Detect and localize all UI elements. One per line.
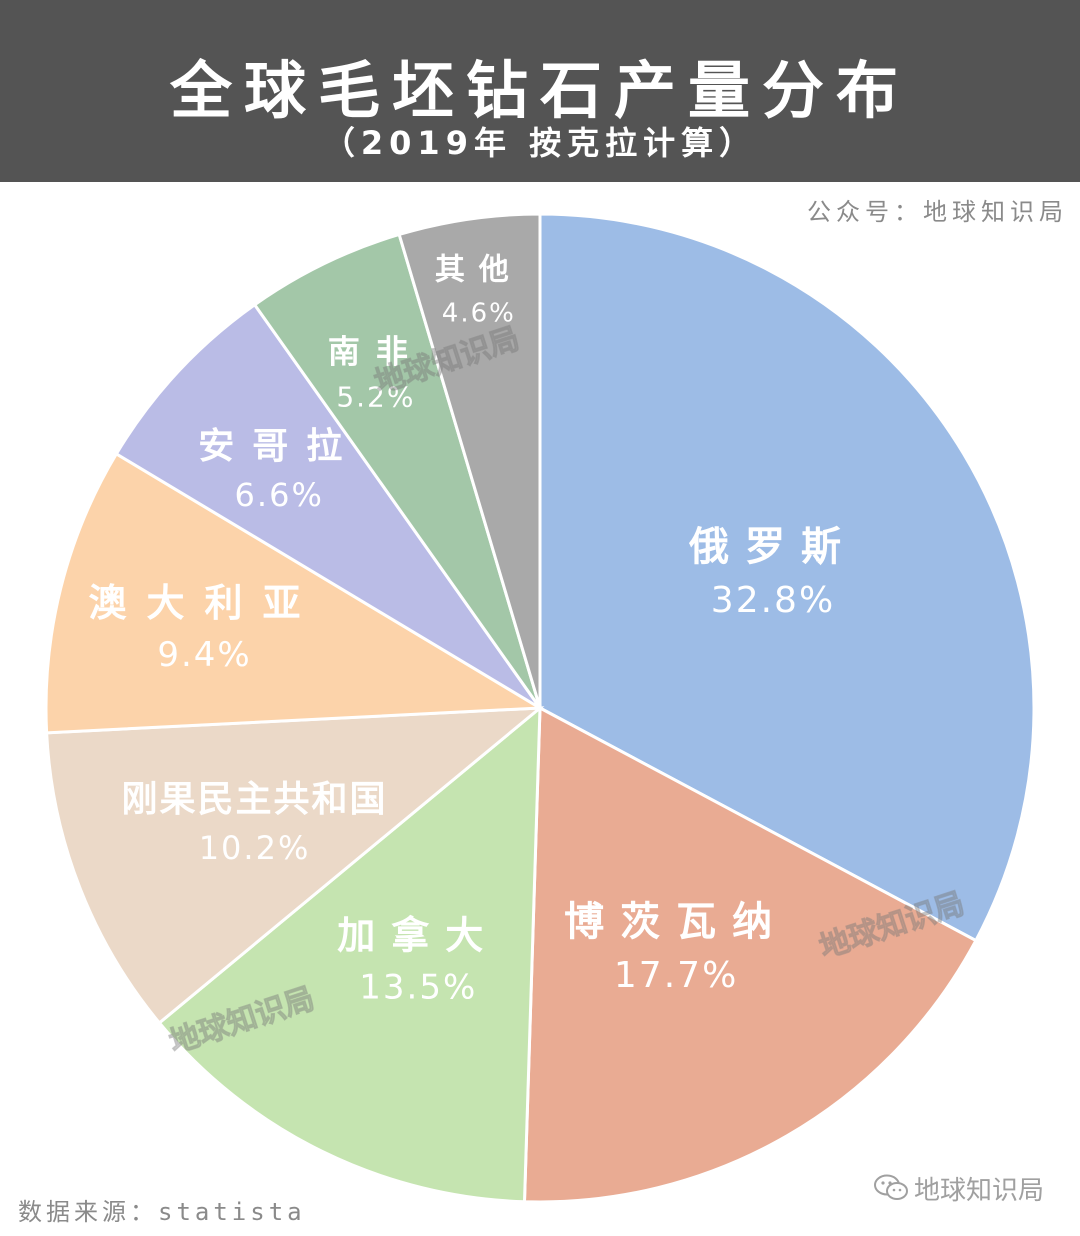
slice-name-label: 澳大利亚 (89, 581, 321, 625)
slice-name-label: 其他 (435, 253, 523, 288)
slice-name-label: 博茨瓦纳 (564, 899, 788, 945)
pie-slice-4 (45, 706, 545, 1026)
slice-name-label: 刚果民主共和国 (122, 779, 388, 820)
brand-text: 地球知识局 (913, 1175, 1044, 1206)
brand-watermark: 地球知识局 (873, 1170, 1044, 1206)
slice-value-label: 5.2% (336, 380, 415, 413)
wechat-icon (873, 1174, 908, 1200)
pie-slice-1 (538, 212, 1036, 943)
pie-slice-7 (252, 232, 542, 709)
account-label: 公众号：地球知识局 (807, 198, 1068, 226)
pie-slice-8 (397, 212, 542, 709)
slice-value-label: 9.4% (157, 635, 251, 675)
slice-name-label: 加拿大 (337, 913, 499, 957)
slice-name-label: 俄罗斯 (688, 524, 857, 570)
chart-title: 全球毛坯钻石产量分布 (169, 54, 910, 127)
source-label: 数据来源：statista (18, 1198, 306, 1226)
slice-value-label: 17.7% (614, 955, 738, 996)
slice-value-label: 6.6% (235, 476, 324, 514)
title-banner: 全球毛坯钻石产量分布 （2019年 按克拉计算） (0, 0, 1080, 182)
slice-value-label: 10.2% (199, 829, 311, 867)
slice-value-label: 32.8% (711, 580, 835, 621)
pie-labels: 俄罗斯 32.8% 博茨瓦纳 17.7% 加拿大 13.5% 刚果民主共和国 10.2% 澳大利… (89, 253, 857, 1008)
pie-slice-6 (114, 302, 542, 710)
slice-name-label: 安哥拉 (198, 426, 360, 467)
chart-subtitle: （2019年 按克拉计算） (322, 124, 758, 162)
slice-value-label: 4.6% (442, 299, 516, 329)
pie-slice-5 (44, 451, 546, 735)
pie-slice-3 (157, 704, 542, 1204)
pie-slices (44, 212, 1036, 1204)
slice-value-label: 13.5% (359, 967, 477, 1007)
pie-slice-2 (522, 705, 978, 1204)
slice-name-label: 南非 (328, 332, 424, 370)
